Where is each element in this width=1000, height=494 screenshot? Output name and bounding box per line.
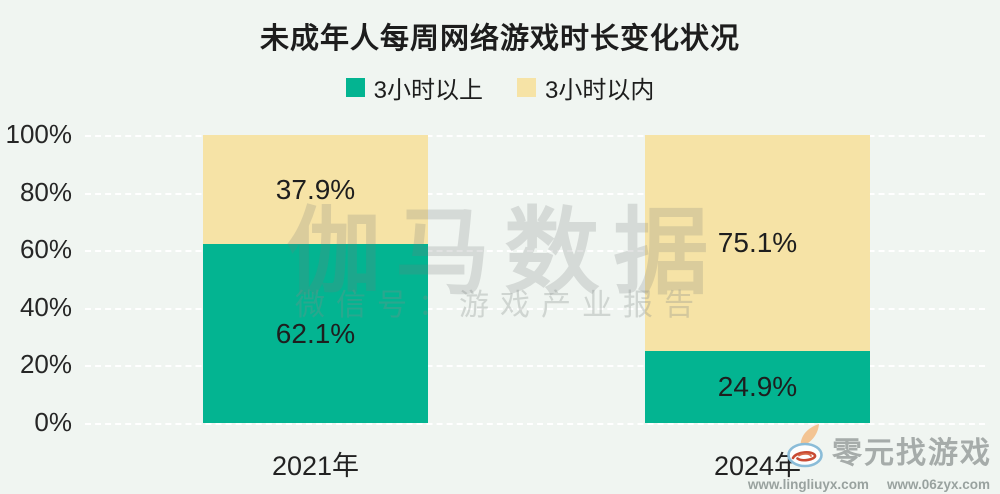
- value-label-2024-under-3h: 75.1%: [717, 227, 798, 259]
- bar-2021: 37.9% 62.1%: [203, 135, 428, 423]
- gridline-20: [85, 365, 985, 368]
- gridline-100: [85, 135, 985, 137]
- y-tick-60: 60%: [19, 234, 72, 265]
- y-tick-0: 0%: [34, 406, 72, 437]
- bar-2024: 75.1% 24.9%: [645, 135, 870, 423]
- swirl-leaf-logo-icon: [783, 423, 829, 476]
- plot-area: 37.9% 62.1% 75.1% 24.9%: [85, 135, 985, 425]
- y-tick-40: 40%: [19, 291, 72, 322]
- bar-segment-2024-under-3h: 75.1%: [645, 135, 870, 352]
- legend-label-over-3h: 3小时以上: [373, 77, 483, 104]
- gridline-40: [85, 307, 985, 310]
- value-label-2024-over-3h: 24.9%: [717, 371, 798, 403]
- legend: 3小时以上 3小时以内: [0, 70, 1000, 105]
- y-tick-100: 100%: [5, 118, 73, 149]
- site-url-2: www.06zyx.com: [886, 477, 990, 492]
- bar-segment-2021-under-3h: 37.9%: [203, 135, 428, 245]
- site-name: 零元找游戏: [832, 436, 992, 470]
- y-axis: 100% 80% 60% 40% 20% 0%: [0, 119, 73, 437]
- bar-segment-2024-over-3h: 24.9%: [645, 351, 870, 423]
- x-label-2021: 2021年: [271, 451, 360, 481]
- site-url-1: www.lingliuyx.com: [747, 477, 869, 492]
- y-tick-80: 80%: [19, 176, 72, 207]
- value-label-2021-under-3h: 37.9%: [275, 173, 356, 205]
- legend-item-over-3h: 3小时以上: [345, 70, 483, 105]
- legend-label-under-3h: 3小时以内: [545, 77, 655, 104]
- x-label-2024: 2024年: [713, 451, 802, 481]
- site-watermark: 零元找游戏 www.lingliuyx.com www.06zyx.com: [748, 423, 992, 492]
- chart-title: 未成年人每周网络游戏时长变化状况: [259, 23, 740, 55]
- legend-item-under-3h: 3小时以内: [517, 70, 654, 105]
- gridline-60: [85, 250, 985, 253]
- y-tick-20: 20%: [19, 349, 72, 380]
- bar-segment-2021-over-3h: 62.1%: [203, 244, 428, 423]
- gridline-0: [85, 423, 985, 425]
- site-urls: www.lingliuyx.com www.06zyx.com: [748, 477, 990, 492]
- gridline-80: [85, 192, 985, 195]
- legend-swatch-tan: [517, 78, 536, 97]
- site-watermark-row: 零元找游戏: [783, 423, 992, 476]
- value-label-2021-over-3h: 62.1%: [275, 317, 356, 349]
- legend-swatch-green: [345, 78, 365, 97]
